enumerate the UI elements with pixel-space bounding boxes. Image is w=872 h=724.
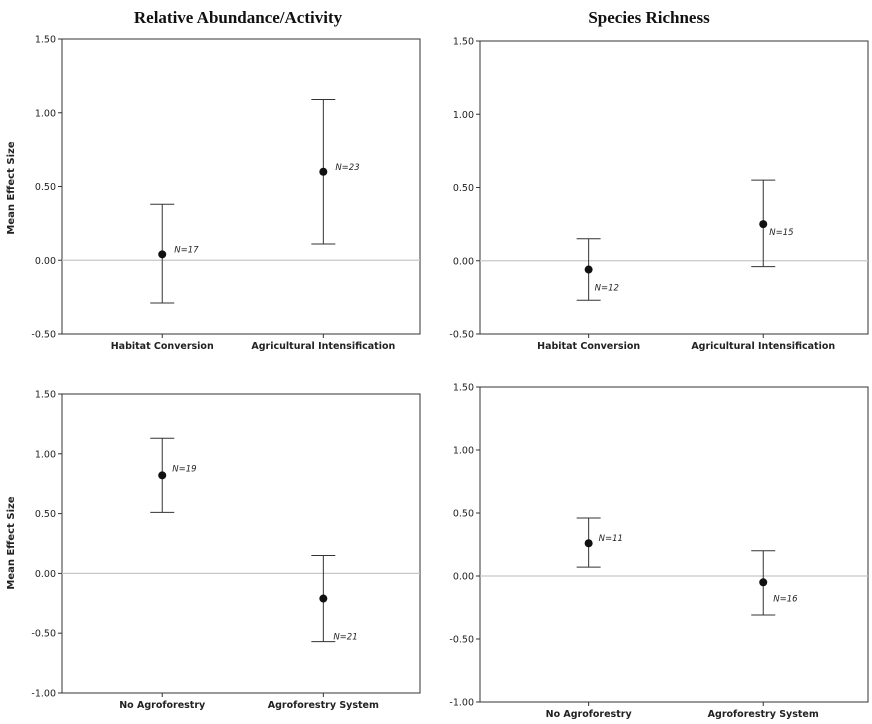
y-tick-label: 0.00 bbox=[453, 572, 474, 583]
y-tick-label: 0.00 bbox=[35, 569, 56, 580]
y-tick-label: 1.00 bbox=[35, 108, 56, 119]
y-tick-label: 0.50 bbox=[35, 509, 56, 520]
y-tick-label: -0.50 bbox=[31, 330, 56, 341]
plot-frame bbox=[61, 38, 421, 335]
mean-point bbox=[584, 539, 593, 548]
y-tick-label: 0.50 bbox=[35, 182, 56, 193]
plot-frame bbox=[479, 40, 869, 335]
sample-size-label: N=11 bbox=[599, 534, 623, 544]
y-axis-label: Mean Effect Size bbox=[6, 141, 17, 234]
y-tick-label: 1.50 bbox=[35, 35, 56, 46]
category-label: Agricultural Intensification bbox=[691, 341, 835, 352]
mean-point bbox=[319, 594, 328, 603]
category-label: Agricultural Intensification bbox=[251, 341, 395, 352]
sample-size-label: N=21 bbox=[333, 633, 357, 643]
column-title-abundance: Relative Abundance/Activity bbox=[134, 8, 343, 27]
category-label: Habitat Conversion bbox=[111, 341, 214, 352]
mean-point bbox=[759, 220, 768, 229]
sample-size-label: N=19 bbox=[172, 464, 196, 474]
y-tick-label: -0.50 bbox=[31, 629, 56, 640]
y-tick-label: 0.50 bbox=[453, 183, 474, 194]
category-label: No Agroforestry bbox=[119, 700, 206, 711]
y-tick-label: 0.00 bbox=[35, 256, 56, 267]
y-tick-label: 0.00 bbox=[453, 256, 474, 267]
y-tick-label: -0.50 bbox=[449, 635, 474, 646]
mean-point bbox=[584, 265, 593, 274]
panel-2: 1.50 1.00 0.50 0.00 -0.50 Habitat Conversion N… bbox=[449, 37, 869, 352]
y-tick-label: 1.50 bbox=[453, 37, 474, 48]
category-label: No Agroforestry bbox=[546, 709, 633, 720]
y-tick-label: 1.50 bbox=[35, 390, 56, 401]
mean-point bbox=[158, 471, 167, 480]
mean-point bbox=[319, 167, 328, 176]
sample-size-label: N=15 bbox=[769, 228, 793, 238]
mean-point bbox=[759, 578, 768, 587]
plot-frame bbox=[479, 386, 869, 703]
sample-size-label: N=23 bbox=[335, 163, 359, 173]
y-tick-label: -1.00 bbox=[31, 689, 56, 700]
column-title-richness: Species Richness bbox=[588, 8, 710, 27]
y-tick-label: 1.00 bbox=[35, 449, 56, 460]
y-axis-label: Mean Effect Size bbox=[6, 496, 17, 589]
category-label: Agroforestry System bbox=[268, 700, 379, 711]
y-tick-label: 0.50 bbox=[453, 509, 474, 520]
panel-4: 1.50 1.00 0.50 0.00 -0.50 -1.00 No Agroforestr… bbox=[449, 383, 869, 720]
panel-1: 1.50 1.00 0.50 0.00 -0.50 Mean Effect Size Hab… bbox=[6, 35, 421, 352]
mean-point bbox=[158, 250, 167, 259]
panel-3: 1.50 1.00 0.50 0.00 -0.50 -1.00 Mean Effect Si… bbox=[6, 390, 421, 711]
y-tick-label: 1.00 bbox=[453, 110, 474, 121]
y-tick-label: 1.50 bbox=[453, 383, 474, 394]
category-label: Habitat Conversion bbox=[537, 341, 640, 352]
sample-size-label: N=17 bbox=[174, 245, 199, 255]
category-label: Agroforestry System bbox=[708, 709, 819, 720]
sample-size-label: N=16 bbox=[773, 594, 798, 604]
sample-size-label: N=12 bbox=[595, 284, 619, 294]
y-tick-label: -0.50 bbox=[449, 330, 474, 341]
plot-frame bbox=[61, 393, 421, 694]
y-tick-label: -1.00 bbox=[449, 698, 474, 709]
y-tick-label: 1.00 bbox=[453, 446, 474, 457]
